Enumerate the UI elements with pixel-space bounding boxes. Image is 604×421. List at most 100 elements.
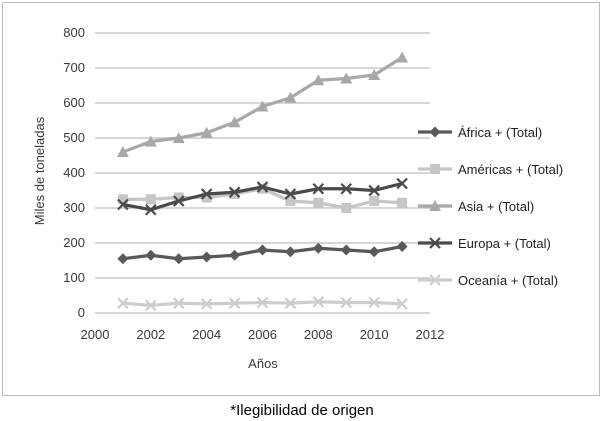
data-point-americas-total-2004 [201,192,212,203]
legend-swatch-marker [429,237,441,249]
data-point-europa-total-2002 [145,203,157,216]
legend: África + (Total) Américas + (Total) Asia +… [418,125,563,288]
legend-item-africa-total: África + (Total) [418,125,542,140]
legend-label: Oceanía + (Total) [458,273,558,288]
data-point-oceania-total-2009 [340,296,353,309]
data-point-africa-total-2005 [229,249,241,261]
x-tick-label: 2008 [304,327,333,342]
data-point-oceania-total-2003 [172,297,185,309]
series-europa-total [117,177,408,216]
data-point-americas-total-2006 [257,183,268,194]
y-tick-label: 400 [63,165,85,180]
chart-frame: 0 100 200 300 400 500 600 700 800 2000 2002 2004 20… [2,2,600,396]
legend-item-americas-total: Américas + (Total) [418,162,563,177]
data-point-oceania-total-2008 [312,296,325,308]
data-point-africa-total-2010 [368,246,380,258]
data-point-europa-total-2005 [228,186,241,199]
data-point-asia-total-2001 [116,146,129,157]
data-point-americas-total-2011 [397,197,408,208]
data-point-europa-total-2003 [172,195,185,207]
data-point-americas-total-2009 [341,203,352,213]
series-africa-total [117,241,408,265]
data-point-oceania-total-2004 [200,298,213,310]
legend-swatch-marker [430,164,440,174]
data-point-oceania-total-2007 [284,297,297,309]
data-point-africa-total-2003 [173,253,185,265]
x-tick-label: 2012 [416,327,445,342]
data-point-oceania-total-2010 [368,296,380,309]
data-point-africa-total-2008 [312,242,324,254]
y-tick-labels: 0 100 200 300 400 500 600 700 800 [63,25,85,320]
data-point-africa-total-2009 [340,244,352,256]
data-point-asia-total-2003 [172,132,185,143]
data-point-asia-total-2008 [312,74,325,86]
data-point-oceania-total-2002 [145,299,157,312]
legend-item-europa-total: Europa + (Total) [418,236,551,251]
y-tick-label: 600 [63,95,85,110]
data-point-europa-total-2008 [312,182,325,195]
data-point-asia-total-2011 [396,51,409,63]
x-tick-label: 2006 [248,327,277,342]
data-point-europa-total-2011 [396,177,408,190]
y-axis-title: Miles de toneladas [32,116,47,225]
data-point-americas-total-2005 [229,189,240,199]
y-tick-label: 200 [63,235,85,250]
y-tick-label: 500 [63,130,85,145]
series-americas-total [117,183,408,213]
legend-label: Américas + (Total) [458,162,563,177]
grid-lines [95,32,430,314]
data-point-oceania-total-2005 [228,297,241,309]
x-tick-label: 2002 [136,327,165,342]
series-asia-total [116,51,409,157]
data-point-europa-total-2007 [284,188,297,200]
data-point-oceania-total-2001 [117,297,129,309]
x-tick-label: 2010 [360,327,389,342]
series-lines [116,51,409,312]
y-tick-label: 800 [63,25,85,40]
data-point-europa-total-2004 [200,188,213,200]
legend-label: Europa + (Total) [458,236,551,251]
data-point-africa-total-2001 [117,253,129,265]
legend-item-asia-total: Asia + (Total) [418,199,534,214]
data-point-europa-total-2009 [340,182,353,195]
y-tick-label: 700 [63,60,85,75]
series-oceania-total [117,296,408,312]
data-point-americas-total-2008 [313,197,324,208]
figure-caption: *Ilegibilidad de origen [230,402,374,419]
data-point-americas-total-2010 [369,196,380,206]
data-point-oceania-total-2011 [396,298,408,310]
data-point-africa-total-2011 [396,241,408,252]
y-tick-label: 100 [63,270,85,285]
data-point-africa-total-2004 [201,251,213,263]
data-point-asia-total-2004 [200,126,213,138]
data-point-americas-total-2001 [117,194,128,205]
x-tick-labels: 2000 2002 2004 2006 2008 2010 2012 [81,327,445,342]
data-point-europa-total-2010 [368,184,380,197]
data-point-europa-total-2001 [117,198,129,211]
data-point-asia-total-2009 [340,72,353,84]
x-tick-label: 2000 [81,327,110,342]
x-axis-title: Años [248,356,278,371]
data-point-africa-total-2002 [145,249,157,261]
data-point-asia-total-2002 [144,135,157,147]
legend-swatch-marker [429,200,441,211]
data-point-africa-total-2007 [284,246,296,258]
legend-label: África + (Total) [458,125,542,140]
data-point-asia-total-2005 [228,116,241,128]
data-point-europa-total-2006 [256,181,269,193]
data-point-asia-total-2007 [284,91,297,103]
data-point-americas-total-2002 [145,194,156,205]
legend-label: Asia + (Total) [458,199,534,214]
data-point-africa-total-2006 [257,244,268,256]
legend-swatch-marker [429,274,441,286]
data-point-americas-total-2007 [285,196,296,206]
legend-item-oceania-total: Oceanía + (Total) [418,273,558,288]
x-tick-label: 2004 [192,327,221,342]
y-tick-label: 300 [63,200,85,215]
data-point-asia-total-2006 [256,100,269,112]
data-point-asia-total-2010 [368,69,381,80]
y-tick-label: 0 [78,305,85,320]
data-point-oceania-total-2006 [256,296,269,309]
data-point-americas-total-2003 [173,192,184,203]
